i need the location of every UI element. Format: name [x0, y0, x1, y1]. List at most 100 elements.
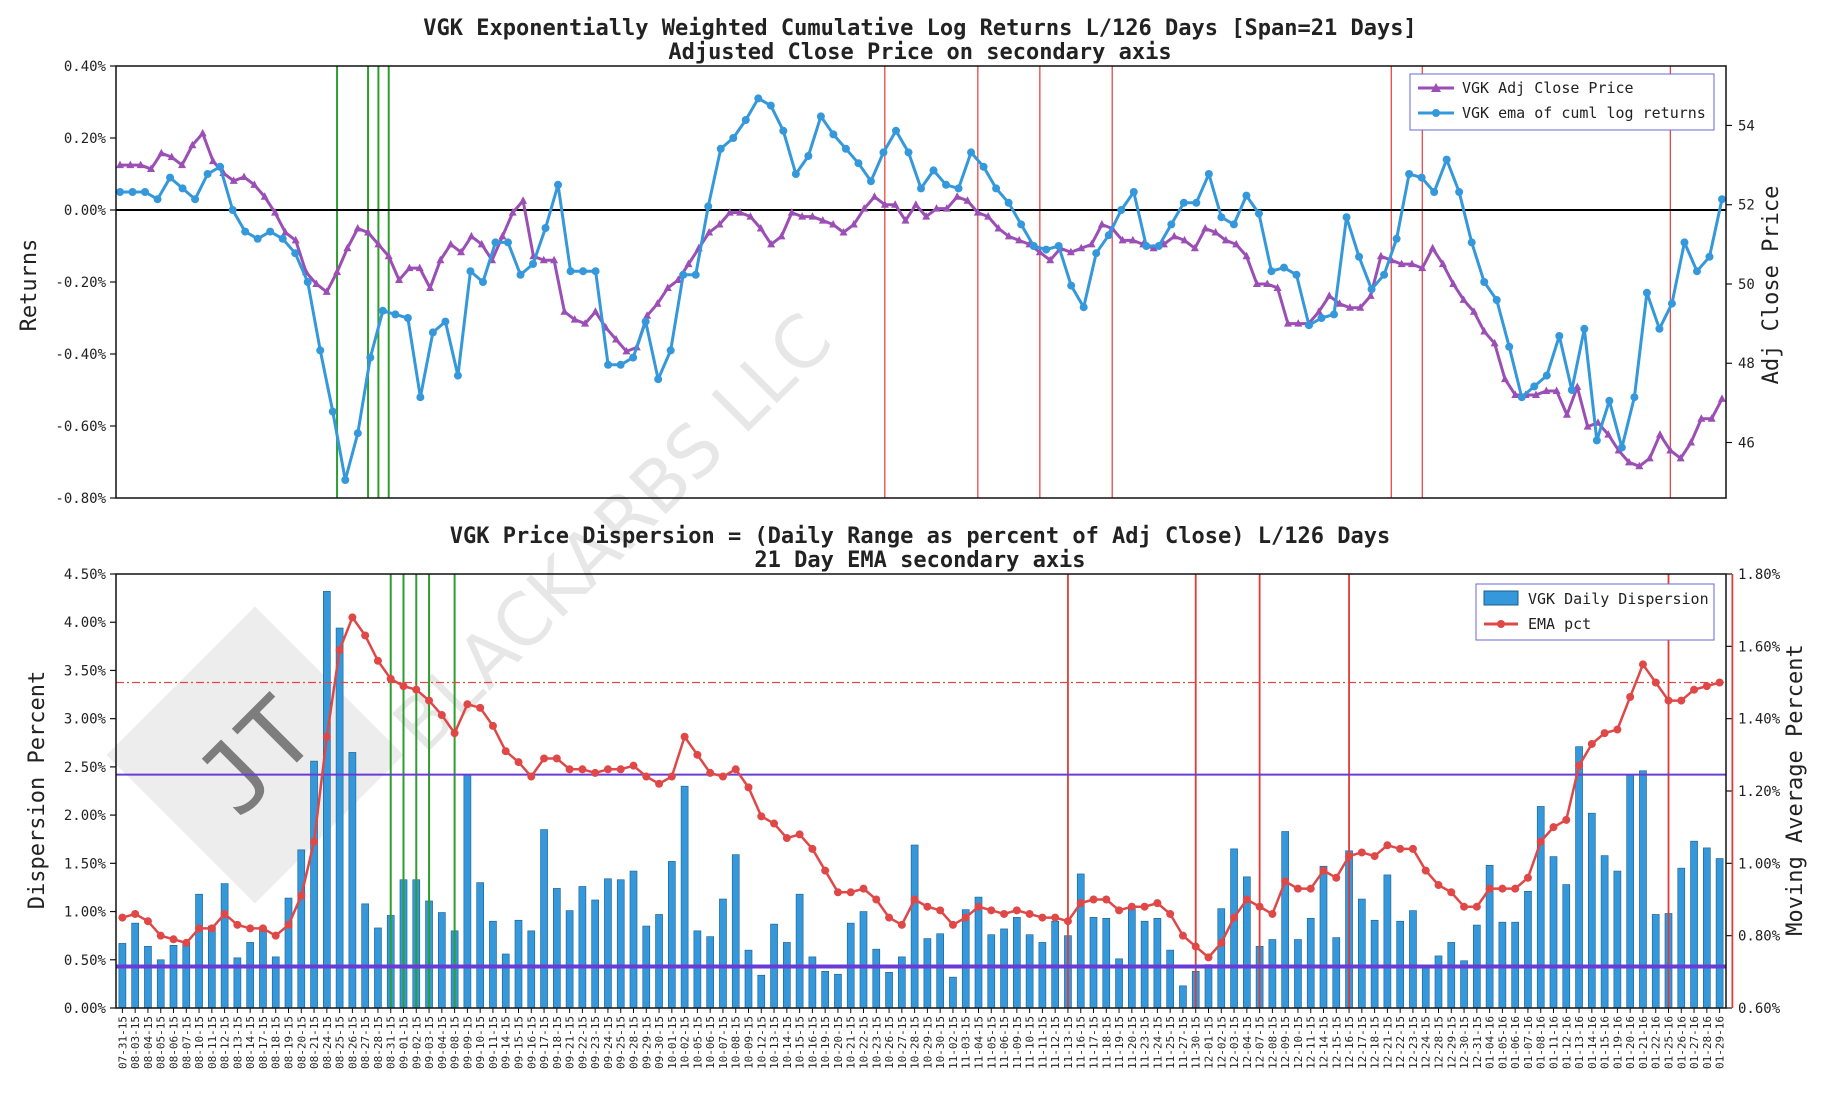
- ema-pct-point: [143, 917, 152, 926]
- date-x-tick-label: 12-10-15: [1292, 1016, 1305, 1069]
- watermark: JT BLACKARBS LLC: [106, 297, 848, 904]
- ema-pct-point: [948, 920, 957, 929]
- date-x-tick-label: 09-30-15: [653, 1016, 666, 1069]
- adj-close-point: [1077, 243, 1086, 252]
- date-x-tick-label: 10-12-15: [755, 1016, 768, 1069]
- ema-pct-point: [348, 613, 357, 622]
- date-x-tick-label: 10-20-15: [832, 1016, 845, 1069]
- ema-returns-point: [291, 249, 300, 258]
- date-x-tick-label: 01-21-16: [1637, 1016, 1650, 1069]
- adj-close-point: [1490, 338, 1499, 347]
- date-x-tick-label: 08-14-15: [244, 1016, 257, 1069]
- dispersion-bar: [872, 948, 881, 1009]
- returns-y-tick-label: -0.20%: [55, 275, 106, 291]
- ema-pct-point: [169, 935, 178, 944]
- adj-close-point: [1624, 457, 1633, 466]
- date-x-tick-label: 01-12-16: [1560, 1016, 1573, 1069]
- adj-close-point: [1283, 319, 1292, 327]
- adj-close-point: [1500, 374, 1509, 383]
- ema-returns-point: [791, 170, 800, 178]
- date-x-tick-label: 01-06-16: [1509, 1016, 1522, 1069]
- ema-returns-point: [879, 148, 888, 157]
- adj-close-point: [508, 208, 517, 216]
- dispersion-bar: [974, 896, 983, 1009]
- ema-pct-point: [808, 844, 817, 853]
- date-x-tick-label: 10-19-15: [819, 1016, 832, 1069]
- ema-pct-point: [118, 913, 127, 922]
- ema-returns-point: [741, 116, 750, 124]
- date-x-tick-label: 09-25-15: [615, 1016, 628, 1069]
- adj-close-point: [1697, 414, 1706, 422]
- date-x-tick-label: 10-02-15: [679, 1016, 692, 1069]
- date-x-tick-label: 09-01-15: [398, 1016, 411, 1069]
- ema-returns-point: [1505, 342, 1514, 351]
- date-x-tick-label: 01-29-16: [1714, 1016, 1727, 1069]
- ema-returns-point: [203, 170, 212, 178]
- dispersion-bar: [361, 903, 369, 1009]
- ema-pct-point: [437, 711, 446, 720]
- date-x-tick-label: 01-08-16: [1535, 1016, 1548, 1069]
- dispersion-bar: [438, 912, 446, 1009]
- date-x-tick-label: 12-29-15: [1445, 1016, 1458, 1069]
- dispersion-bar: [182, 942, 191, 1009]
- adj-close-point: [188, 140, 197, 149]
- ema-pct-point: [1613, 725, 1622, 734]
- ema-returns-point: [116, 188, 124, 196]
- dispersion-bar: [885, 972, 893, 1009]
- legend-ema-marker: [1497, 620, 1505, 628]
- adj-close-point: [1004, 231, 1013, 240]
- date-x-tick-label: 11-09-15: [1011, 1016, 1024, 1069]
- adj-close-point: [1087, 239, 1096, 248]
- dispersion-bar: [195, 893, 203, 1009]
- date-x-tick-label: 01-15-16: [1599, 1016, 1612, 1069]
- ema-pct-point: [450, 729, 459, 738]
- ema-returns-point: [1142, 242, 1151, 250]
- ema-returns-point: [1705, 252, 1714, 261]
- dispersion-chart-title: VGK Price Dispersion = (Daily Range as p…: [450, 524, 1390, 549]
- dispersion-bar: [284, 897, 293, 1009]
- ema-pct-point: [322, 732, 331, 741]
- ema-pct-point: [616, 765, 625, 774]
- returns-y-ticks: 0.40% 0.20% 0.00% -0.20% -0.40% -0.60% -0.80%: [55, 59, 116, 507]
- date-x-tick-label: 12-21-15: [1381, 1016, 1394, 1069]
- ema-returns-point: [1167, 220, 1176, 229]
- ema-returns-point: [178, 184, 187, 193]
- ema-y2-axis-label: Moving Average Percent: [1783, 644, 1808, 935]
- dispersion-bar: [1549, 856, 1558, 1009]
- dispersion-bar: [297, 849, 306, 1009]
- ema-pct-point: [565, 765, 574, 774]
- ema-pct-point: [361, 631, 370, 640]
- ema-returns-point: [303, 278, 312, 286]
- date-x-tick-label: 11-20-15: [1126, 1016, 1139, 1069]
- adj-close-point: [333, 267, 342, 276]
- dispersion-bar: [987, 934, 996, 1009]
- date-x-tick-label: 12-08-15: [1266, 1016, 1279, 1069]
- ema-returns-point: [866, 177, 875, 186]
- ema-pct-point: [1268, 909, 1277, 918]
- ema-returns-point: [1054, 242, 1063, 250]
- adj-close-point: [756, 223, 765, 232]
- dispersion-bar: [1677, 867, 1686, 1009]
- date-x-tick-label: 08-20-15: [295, 1016, 308, 1069]
- date-x-tick-label: 10-27-15: [896, 1016, 909, 1069]
- date-x-tick-label: 12-01-15: [1203, 1016, 1216, 1069]
- date-x-tick-label: 01-11-16: [1548, 1016, 1561, 1069]
- adj-close-point: [178, 160, 187, 169]
- date-x-tick-label: 12-07-15: [1254, 1016, 1267, 1069]
- adj-close-point: [1707, 414, 1716, 422]
- ema-returns-point: [216, 162, 225, 171]
- dispersion-bar: [744, 949, 753, 1009]
- date-x-tick-label: 09-03-15: [423, 1016, 436, 1069]
- dispersion-bar: [1524, 891, 1532, 1009]
- ema-pct-point: [1523, 873, 1532, 882]
- ema-pct-point: [757, 812, 766, 821]
- adj-close-point: [891, 200, 900, 208]
- ema-pct-point: [693, 750, 702, 759]
- returns-legend: VGK Adj Close Price VGK ema of cuml log …: [1409, 73, 1715, 131]
- ema-pct-point: [1600, 729, 1609, 738]
- ema-returns-point: [766, 101, 775, 110]
- ema-pct-point: [1702, 682, 1711, 691]
- ema-pct-point: [591, 768, 600, 777]
- adj-close-point: [953, 192, 962, 200]
- adj-close-point: [1242, 251, 1251, 260]
